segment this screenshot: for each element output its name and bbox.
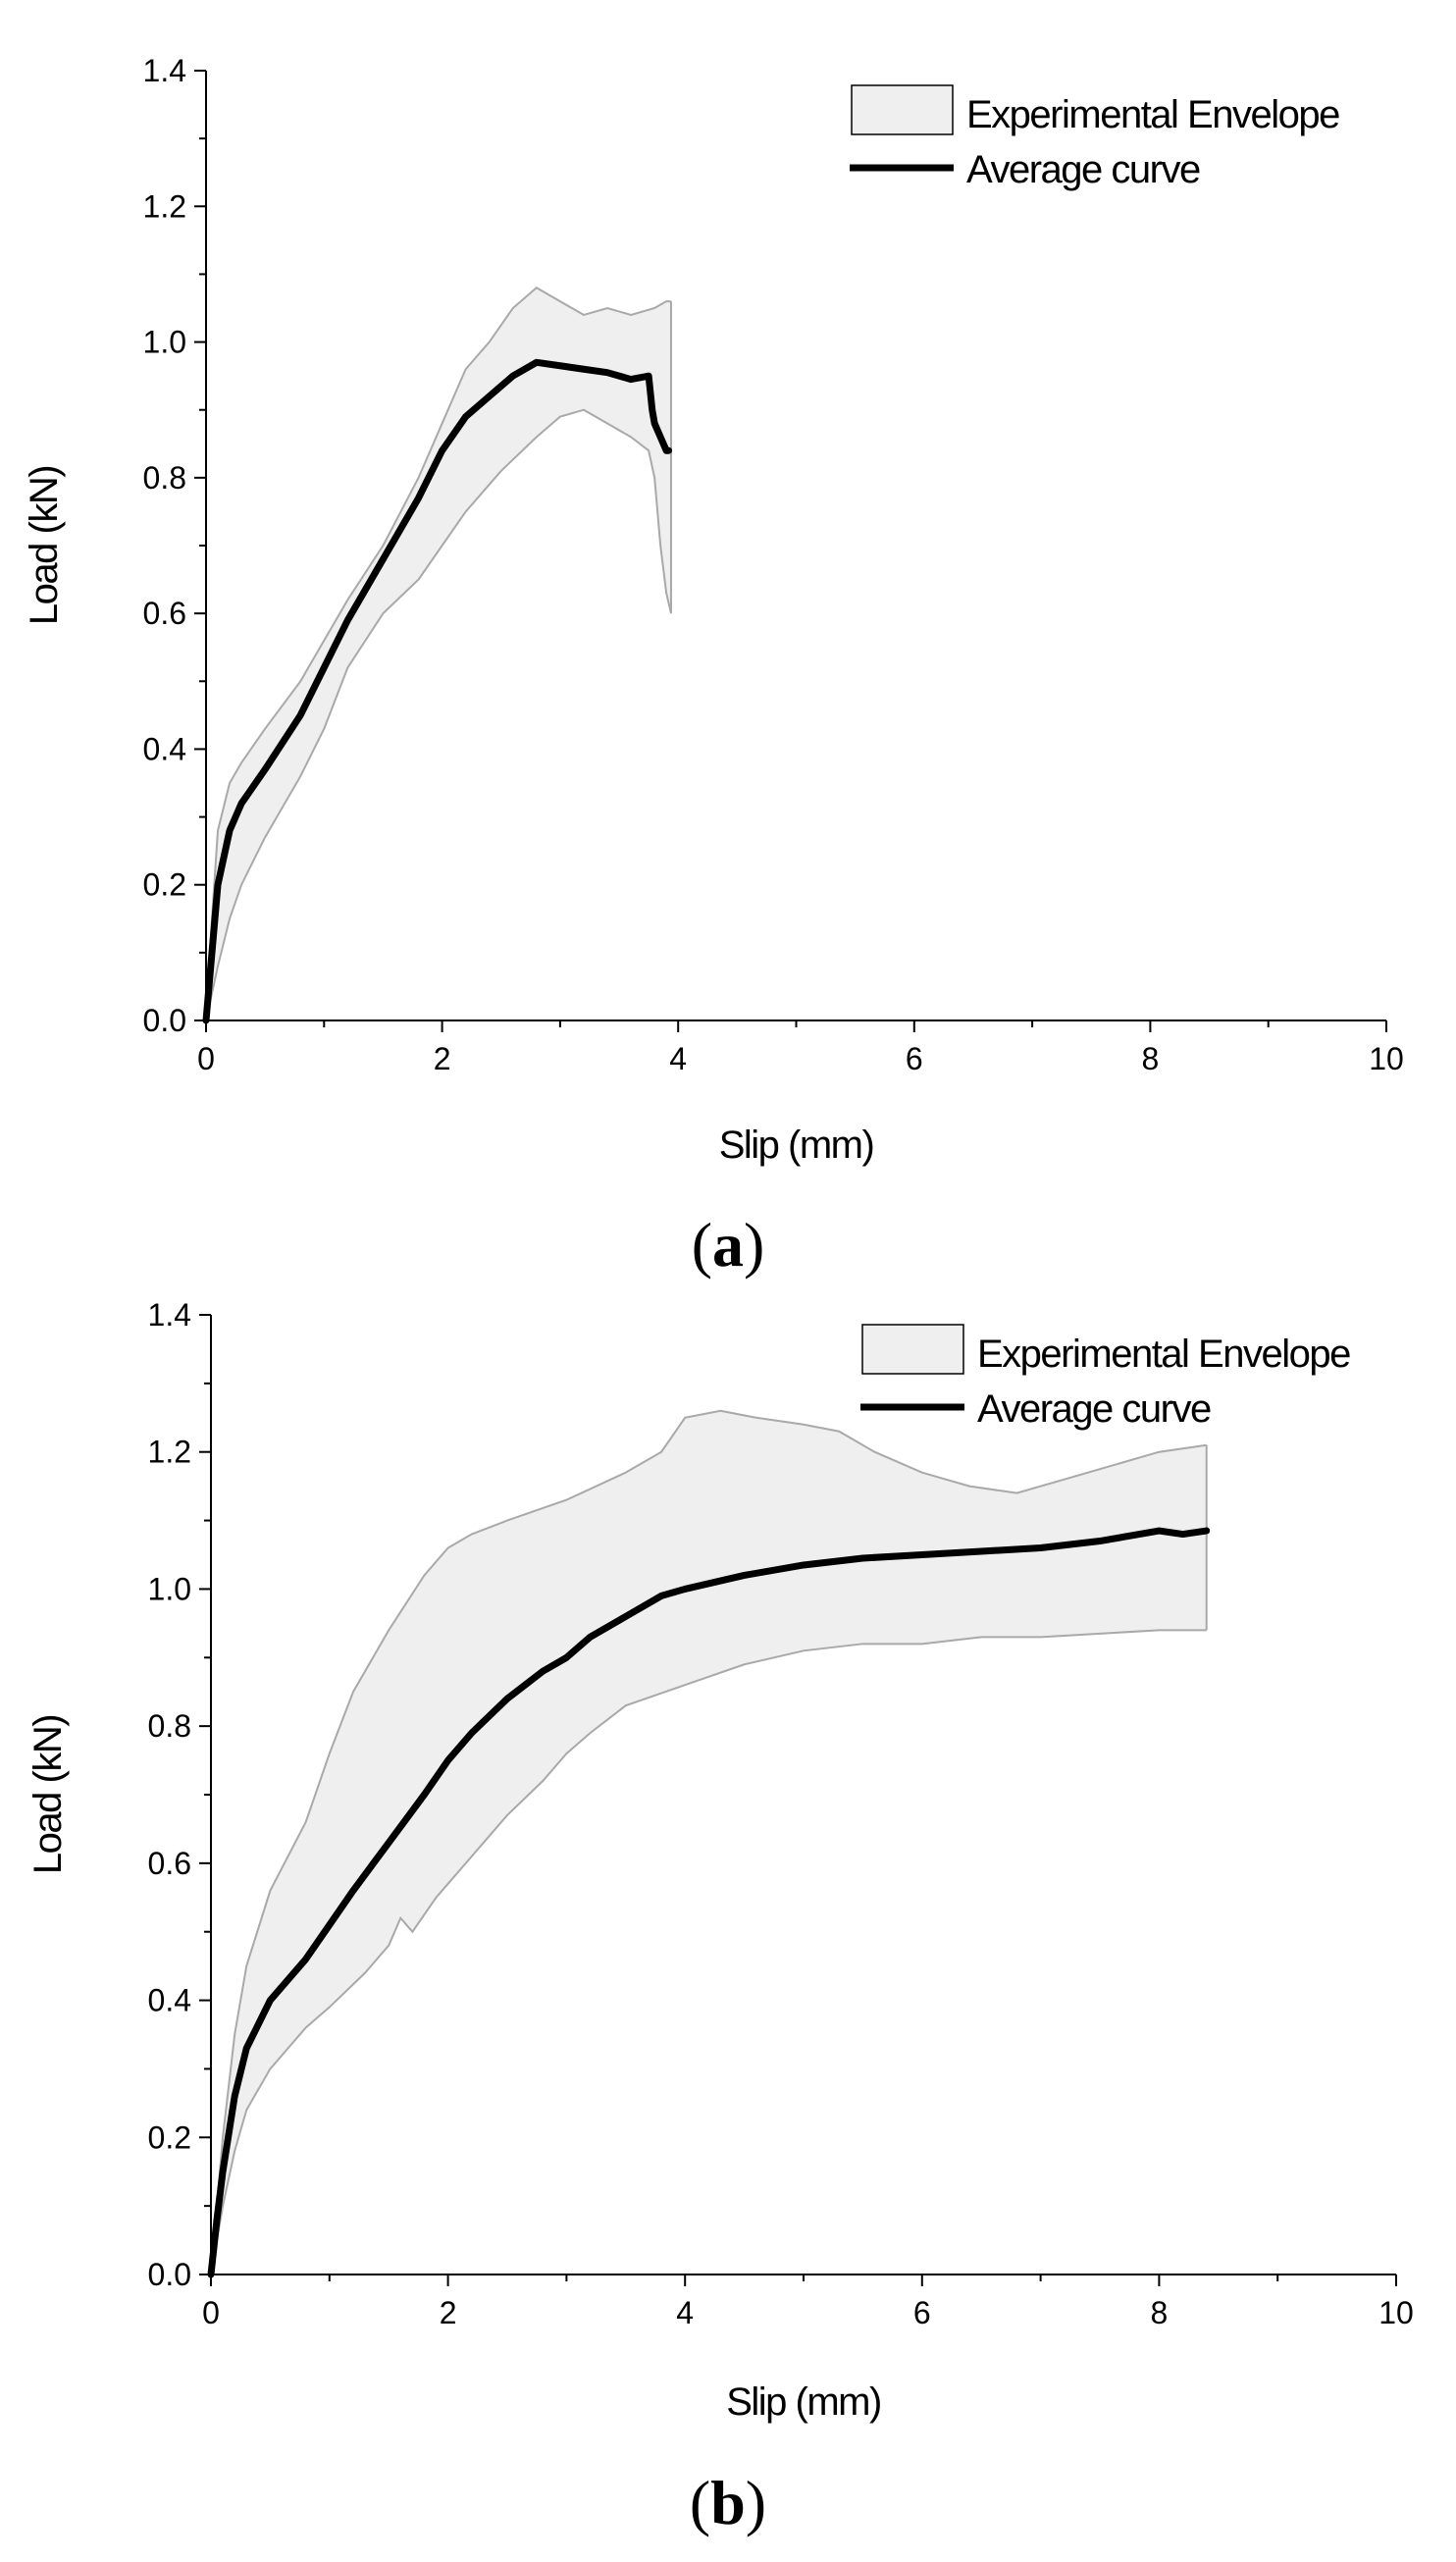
chart-b-y-tick-label: 0.2 [148,2119,191,2155]
chart-a-x-axis-title: Slip (mm) [719,1124,874,1167]
chart-a-y-tick-label: 0.2 [143,867,186,903]
chart-a-x-tick-label: 6 [906,1041,923,1076]
chart-b-envelope-lower [210,1629,1207,2275]
chart-b-y-tick-label: 1.4 [148,1297,191,1333]
chart-a-envelope-lower [205,408,672,1021]
chart-b-x-tick-label: 10 [1378,2295,1414,2330]
chart-b-x-tick-label: 6 [913,2295,931,2330]
chart-b-envelope-band [211,1410,1207,2274]
chart-a-x-tick-label: 4 [669,1041,687,1076]
chart-a-x-tick-label: 10 [1369,1041,1404,1076]
chart-b-x-tick-label: 0 [202,2295,220,2330]
chart-a-y-tick-label: 0.8 [143,460,186,496]
chart-b-panel-label: (b) [690,2468,766,2537]
chart-a-y-tick-label: 0.0 [143,1003,186,1038]
chart-a-legend-envelope-label: Experimental Envelope [966,93,1339,136]
chart-a-panel-label: (a) [692,1210,765,1280]
chart-b-x-tick-label: 4 [676,2295,694,2330]
chart-b-x-axis-title: Slip (mm) [726,2380,881,2424]
chart-panel-b: 0 2 4 6 8 10 0.0 0.2 0.4 0.6 0.8 1.0 1.2 1.4 Slip (mm)… [26,1297,1414,2537]
chart-a-legend-envelope-swatch [851,84,954,135]
chart-b-y-tick-label: 0.0 [148,2257,191,2292]
chart-b-y-axis-title: Load (kN) [26,1715,70,1874]
chart-b-y-tick-label: 0.8 [148,1708,191,1744]
chart-a-y-tick-label: 1.0 [143,325,186,360]
chart-b-y-tick-label: 0.4 [148,1983,191,2018]
chart-b-legend-envelope-label: Experimental Envelope [977,1333,1350,1376]
chart-b-y-tick-label: 1.2 [148,1435,191,1470]
chart-a-average-curve [202,358,673,1024]
chart-a-envelope-band [206,288,671,1020]
chart-b-x-tick-label: 2 [440,2295,457,2330]
chart-a-x-tick-label: 2 [434,1041,451,1076]
chart-b-legend-average-label: Average curve [977,1387,1211,1431]
chart-a-legend-average-label: Average curve [966,148,1200,191]
chart-a-y-tick-label: 1.4 [143,53,186,88]
chart-b-x-tick-label: 8 [1151,2295,1169,2330]
chart-b-envelope-upper [210,1409,1207,2275]
chart-a-x-tick-label: 0 [197,1041,215,1076]
chart-a-x-tick-label: 8 [1142,1041,1160,1076]
chart-b-y-tick-label: 0.6 [148,1846,191,1881]
chart-a-y-axis-title: Load (kN) [23,466,66,625]
chart-a-envelope-upper [205,287,671,1021]
chart-a-y-tick-label: 0.6 [143,596,186,631]
chart-b-legend-envelope-swatch [861,1324,964,1375]
chart-a-y-tick-label: 1.2 [143,188,186,224]
chart-panel-a: 0 2 4 6 8 10 0.0 0.2 0.4 0.6 0.8 1.0 1.2 1.4 Slip (mm)… [23,53,1404,1280]
chart-b-average-curve [207,1527,1211,2278]
chart-b-panel-letter: b [710,2468,746,2537]
chart-a-y-tick-label: 0.4 [143,731,186,766]
chart-b-y-tick-label: 1.0 [148,1571,191,1606]
chart-a-panel-letter: a [712,1210,744,1280]
